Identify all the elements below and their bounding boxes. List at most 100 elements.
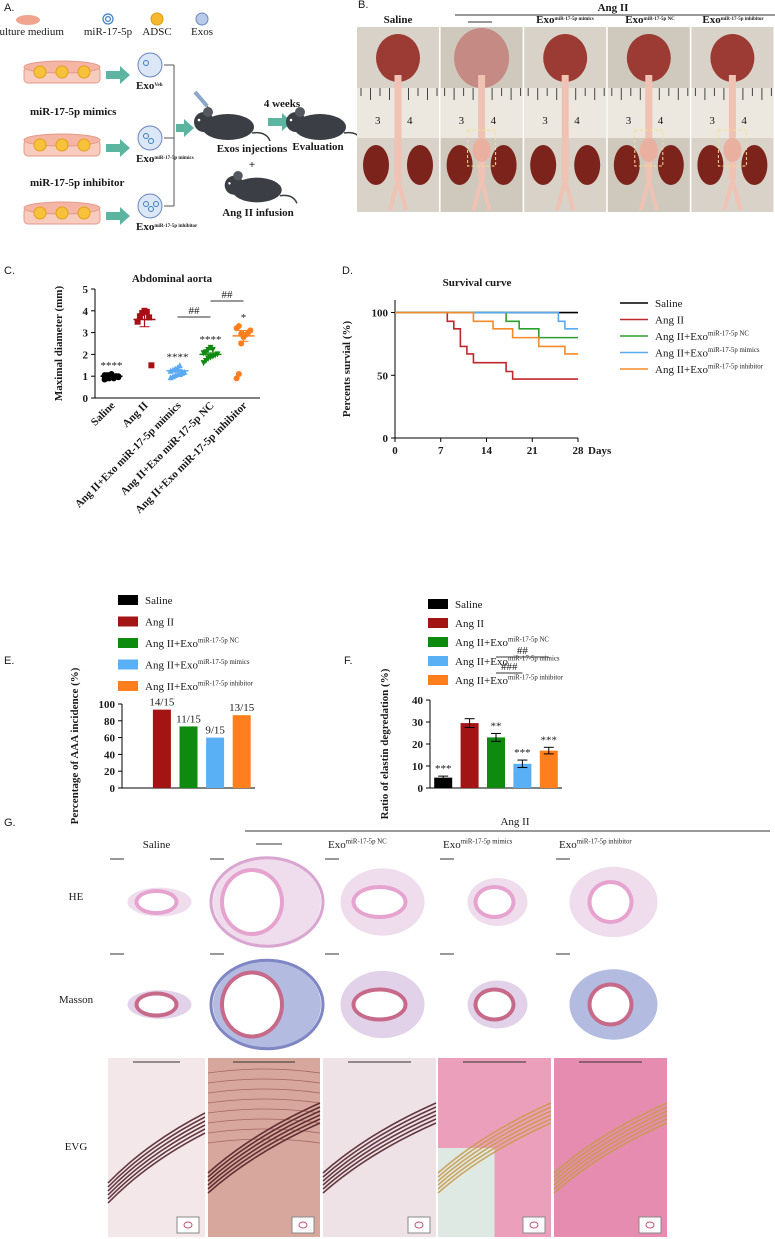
kidney bbox=[363, 145, 389, 185]
ruler-number: 3 bbox=[459, 115, 465, 127]
fibre bbox=[207, 1098, 321, 1104]
label: Ang II bbox=[145, 617, 174, 629]
exo bbox=[137, 193, 163, 219]
legend-swatch bbox=[428, 599, 448, 609]
y-tick-label: 0 bbox=[418, 783, 424, 795]
elastic-lamina bbox=[322, 1102, 437, 1174]
ruler-number: 3 bbox=[709, 115, 715, 127]
lumen bbox=[477, 889, 512, 915]
legend-swatch bbox=[428, 656, 448, 666]
label: ExoVeh bbox=[136, 80, 163, 92]
fibre bbox=[207, 1138, 321, 1144]
elastic-lamina bbox=[107, 1128, 206, 1200]
chart-title: Survival curve bbox=[443, 277, 512, 289]
point bbox=[247, 327, 254, 334]
kidney bbox=[741, 145, 768, 185]
y-tick-label: 100 bbox=[372, 308, 389, 320]
aneurysm bbox=[639, 138, 658, 162]
elastic-lamina bbox=[107, 1116, 206, 1188]
ruler-number: 4 bbox=[574, 115, 580, 127]
cell bbox=[77, 138, 91, 152]
cell bbox=[55, 65, 69, 79]
label: Ang II bbox=[455, 618, 484, 630]
inset bbox=[291, 1216, 315, 1234]
column-header: Saline bbox=[384, 14, 413, 26]
elastic-lamina bbox=[207, 1110, 321, 1182]
y-tick-label: 5 bbox=[83, 284, 89, 296]
label: Saline bbox=[455, 599, 483, 611]
label-text: Exo bbox=[136, 221, 155, 233]
y-tick-label: 0 bbox=[383, 433, 389, 445]
label-text: Saline bbox=[655, 298, 683, 310]
legend-swatch bbox=[428, 618, 448, 628]
label-sup: miR-17-5p mimics bbox=[508, 656, 560, 663]
label-text: Ang II+Exo bbox=[655, 348, 708, 360]
ruler-number: 4 bbox=[491, 115, 497, 127]
lumen bbox=[355, 991, 404, 1018]
group-label: miR-17-5p mimics bbox=[30, 106, 117, 118]
duration: 4 weeks bbox=[264, 98, 301, 110]
icon-mirna bbox=[104, 16, 111, 23]
elastic-lamina bbox=[207, 1118, 321, 1190]
arrow bbox=[176, 119, 194, 137]
cell bbox=[77, 206, 91, 220]
label: ExomiR-17-5p inhibitor bbox=[702, 14, 764, 26]
step-label: Ang II infusion bbox=[222, 207, 294, 219]
point bbox=[146, 314, 153, 321]
x-tick-label: Ang II bbox=[120, 400, 150, 430]
heart bbox=[710, 34, 755, 82]
exo-cargo bbox=[148, 206, 154, 212]
x-tick-label: 7 bbox=[438, 445, 444, 457]
label-sup: miR-17-5p inhibitor bbox=[508, 675, 564, 682]
lumen bbox=[224, 872, 280, 932]
value-label: 13/15 bbox=[229, 702, 255, 714]
label: Ang II+ExomiR-17-5p mimics bbox=[455, 656, 560, 668]
fibre bbox=[207, 1068, 321, 1074]
label-sup: miR-17-5p mimics bbox=[555, 17, 594, 22]
elastic-lamina bbox=[437, 1122, 552, 1194]
elastic-lamina bbox=[322, 1106, 437, 1178]
lumen bbox=[591, 986, 630, 1023]
heart bbox=[376, 34, 420, 82]
label-text: Exo bbox=[136, 153, 155, 165]
label: Saline bbox=[145, 595, 173, 607]
y-tick-label: 60 bbox=[104, 733, 116, 745]
y-axis-label: Ratio of elastin degredation (%) bbox=[379, 668, 391, 819]
fibre bbox=[207, 1108, 321, 1114]
elastic-lamina bbox=[322, 1110, 437, 1182]
label: ExomiR-17-5p mimics bbox=[536, 14, 594, 26]
label: ExomiR-17-5p mimics bbox=[136, 153, 194, 165]
y-tick-label: 10 bbox=[412, 761, 424, 773]
x-tick-label: 0 bbox=[392, 445, 398, 457]
label: Ang II+ExomiR-17-5p mimics bbox=[655, 347, 760, 359]
exo bbox=[137, 125, 163, 151]
kidney bbox=[490, 145, 517, 185]
lumen bbox=[355, 889, 404, 915]
label-text: Ang II+Exo bbox=[455, 675, 508, 687]
y-axis-label: Percents survial (%) bbox=[341, 321, 353, 418]
point bbox=[235, 371, 242, 378]
kidney bbox=[446, 145, 473, 185]
fibre bbox=[207, 1118, 321, 1124]
icon-medium bbox=[16, 15, 40, 25]
panel-label: F. bbox=[344, 655, 353, 667]
inset bbox=[176, 1216, 200, 1234]
fibre bbox=[207, 1078, 321, 1084]
row-label: EVG bbox=[65, 1141, 88, 1153]
point bbox=[136, 313, 143, 320]
y-tick-label: 30 bbox=[412, 717, 424, 729]
label: Ang II+ExomiR-17-5p NC bbox=[145, 638, 239, 650]
label-sup: miR-17-5p NC bbox=[346, 839, 387, 846]
label-sup: miR-17-5p NC bbox=[708, 331, 749, 338]
panel-label: C. bbox=[4, 265, 15, 277]
significance: * bbox=[241, 312, 247, 324]
survival-line bbox=[395, 311, 578, 380]
tissue-outer bbox=[209, 856, 325, 948]
label-text: Exo bbox=[328, 839, 346, 851]
panel-label: D. bbox=[342, 265, 353, 277]
value-label: 14/15 bbox=[149, 697, 175, 709]
label-sup: miR-17-5p mimics bbox=[708, 347, 760, 354]
y-tick-label: 4 bbox=[83, 306, 89, 318]
lumen bbox=[591, 884, 630, 920]
